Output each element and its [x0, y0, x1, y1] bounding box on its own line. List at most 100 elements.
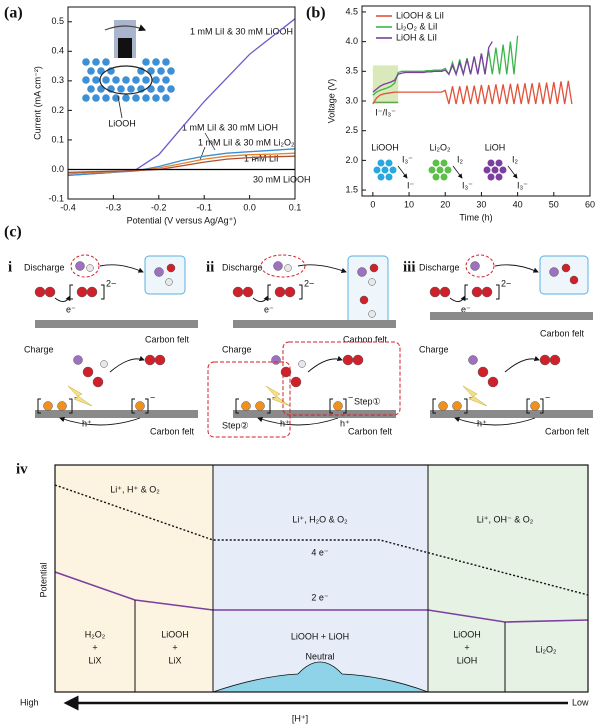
x-tick-label: 50 — [549, 199, 559, 209]
inset-particle — [487, 173, 495, 181]
particle — [92, 58, 100, 66]
diagram-text: H₂O₂ — [85, 629, 106, 639]
diagram-frame — [54, 464, 589, 693]
particle — [167, 67, 175, 75]
carbon-felt — [35, 320, 198, 328]
atom — [539, 354, 551, 366]
atom — [477, 366, 489, 378]
diagram-text: − — [74, 392, 79, 402]
inset-particle — [440, 173, 448, 181]
inset-particle — [373, 166, 381, 174]
diagram-text: − — [348, 392, 353, 402]
diagram-text: LiOH — [457, 655, 478, 665]
diagram-text: 2− — [501, 278, 511, 288]
carbon-felt — [35, 410, 198, 418]
four-electron-line — [54, 484, 589, 596]
particle — [92, 76, 100, 84]
inset-particle — [483, 166, 491, 174]
inset-particle — [385, 173, 393, 181]
atom — [75, 261, 85, 271]
particle — [122, 94, 130, 102]
inset-particle — [428, 166, 436, 174]
y-tick-label: 0.2 — [51, 105, 64, 115]
particle — [82, 76, 90, 84]
series-pointer — [251, 157, 259, 161]
y-tick-label: 1.5 — [345, 184, 358, 194]
series-pointer — [204, 132, 216, 151]
diagram-text: iv — [16, 461, 28, 477]
particle — [157, 85, 165, 93]
arrow — [454, 416, 536, 426]
y-tick-label: 3.5 — [345, 66, 358, 76]
legend-label: LiOOH & LiI — [396, 10, 444, 20]
particle — [142, 58, 150, 66]
atom — [369, 263, 379, 273]
inset-particle — [432, 159, 440, 167]
diagram-text: ii — [206, 259, 214, 275]
diagram-text: Step② — [222, 420, 249, 430]
legend-label: Li₂O₂ & LiI — [396, 21, 438, 31]
atom — [86, 264, 94, 272]
particle — [162, 94, 170, 102]
product-box — [347, 255, 389, 327]
inset-label: LiOOH — [371, 142, 399, 152]
inset-particle — [377, 159, 385, 167]
y-tick-label: 4.0 — [345, 36, 358, 46]
arrow — [257, 416, 339, 426]
diagram-text: Carbon felt — [348, 426, 393, 436]
x-tick-label: 30 — [476, 199, 486, 209]
atom — [241, 401, 251, 411]
step-box — [282, 341, 401, 416]
rotation-arrow — [104, 24, 147, 32]
inset-pointer — [117, 95, 123, 119]
atom — [34, 286, 46, 298]
atom — [144, 354, 156, 366]
particle — [167, 85, 175, 93]
panel-label: (c) — [4, 224, 22, 241]
particle — [142, 76, 150, 84]
diagram-text: Charge — [24, 344, 54, 354]
redox-annotation: I⁻/I₃⁻ — [375, 107, 396, 117]
x-tick-label: 0.1 — [289, 202, 302, 212]
inset-particle — [487, 159, 495, 167]
diagram-text: High — [20, 697, 39, 707]
particle — [152, 94, 160, 102]
plot-frame — [361, 5, 591, 197]
inset-label: LiOH — [485, 142, 506, 152]
inset-particle — [436, 166, 444, 174]
step-box — [207, 361, 291, 438]
data-line — [67, 148, 296, 177]
inset-particle — [381, 166, 389, 174]
inset-particle — [377, 173, 385, 181]
y-tick-label: 3.0 — [345, 95, 358, 105]
inset-product: I₃⁻ — [517, 180, 528, 190]
particle — [142, 94, 150, 102]
atom — [549, 354, 561, 366]
atom — [255, 401, 265, 411]
arrow — [252, 295, 269, 302]
x-tick-label: 40 — [513, 199, 523, 209]
diagram-text: LiOOH — [453, 629, 481, 639]
particle — [162, 58, 170, 66]
diagram-text: e⁻ — [264, 304, 274, 314]
diagram-text: 4 e⁻ — [311, 547, 329, 557]
inset-label: LiOOH — [108, 118, 136, 128]
dashed-ellipse — [465, 254, 495, 278]
diagram-text: Discharge — [24, 262, 65, 272]
particle — [122, 76, 130, 84]
bracket — [235, 398, 271, 414]
inset-particle — [495, 173, 503, 181]
bracket — [432, 398, 468, 414]
diagram-text: + — [172, 642, 177, 652]
particle — [152, 76, 160, 84]
particle — [147, 67, 155, 75]
particle — [112, 76, 120, 84]
atom — [44, 286, 56, 298]
atom — [359, 295, 369, 305]
y-axis-label: Current (mA cm⁻²) — [32, 66, 42, 140]
diagram-text: Potential — [38, 562, 48, 597]
particle — [82, 94, 90, 102]
particle — [162, 76, 170, 84]
plot-frame — [67, 6, 296, 200]
diagram-text: − — [272, 392, 277, 402]
